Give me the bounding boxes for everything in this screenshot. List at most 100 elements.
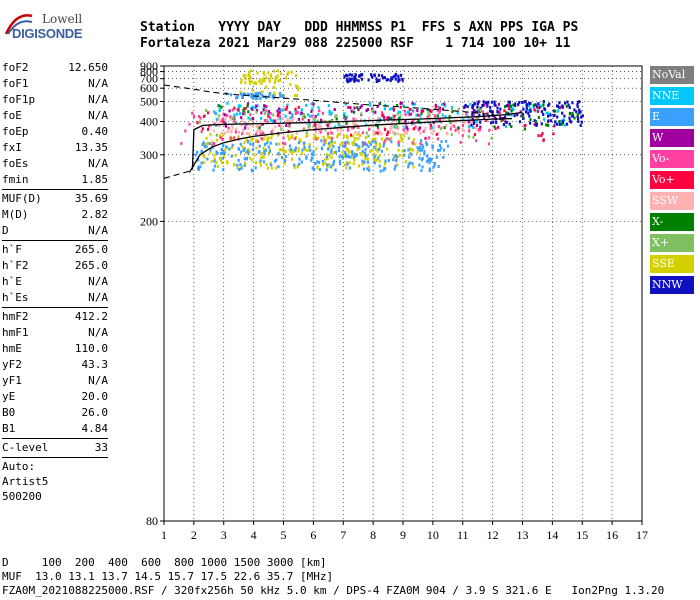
echo-point — [368, 168, 371, 172]
param-value: 0.40 — [81, 125, 109, 138]
echo-point — [450, 108, 453, 112]
legend-item-vo: Vo+ — [650, 171, 694, 189]
echo-point — [243, 107, 246, 111]
echo-point — [241, 145, 244, 149]
echo-point — [352, 121, 355, 125]
echo-point — [388, 130, 391, 134]
echo-point — [580, 115, 583, 119]
echo-point — [289, 144, 292, 148]
echo-point — [450, 133, 453, 137]
echo-point — [303, 145, 306, 149]
echo-point — [441, 113, 444, 117]
echo-point — [347, 105, 350, 109]
echo-point — [434, 105, 437, 109]
echo-point — [280, 127, 283, 131]
echo-point — [386, 133, 389, 136]
echo-point — [227, 126, 230, 130]
echo-point — [348, 161, 351, 165]
echo-point — [542, 112, 545, 116]
echo-point — [392, 107, 395, 111]
echo-point — [221, 117, 225, 121]
echo-point — [273, 91, 276, 95]
echo-point — [470, 123, 473, 127]
echo-point — [367, 117, 371, 121]
echo-point — [393, 167, 396, 171]
y-tick-label: 300 — [140, 148, 158, 162]
echo-point — [275, 166, 278, 170]
echo-point — [357, 164, 361, 168]
param-row-b0: B0 26.0 — [2, 405, 108, 421]
echo-point — [340, 155, 344, 158]
param-value: 43.3 — [81, 358, 109, 371]
echo-point — [198, 115, 201, 118]
echo-point — [510, 113, 513, 117]
param-key: hmF1 — [2, 326, 29, 339]
echo-point — [547, 119, 550, 123]
echo-point — [263, 79, 266, 83]
echo-point — [518, 100, 521, 104]
echo-point — [423, 150, 426, 153]
echo-point — [291, 157, 294, 161]
echo-point — [250, 80, 253, 84]
echo-point — [224, 148, 227, 152]
echo-point — [428, 121, 431, 125]
param-value: 33 — [94, 441, 108, 454]
echo-point — [353, 106, 356, 110]
echo-point — [565, 104, 568, 108]
echo-point — [235, 121, 238, 125]
echo-point — [333, 159, 336, 163]
echo-point — [524, 110, 528, 114]
echo-point — [486, 104, 489, 108]
echo-point — [472, 103, 475, 107]
echo-point — [305, 134, 308, 138]
param-key: foF1 — [2, 77, 29, 90]
echo-point — [356, 148, 359, 152]
echo-point — [347, 155, 350, 158]
echo-point — [406, 128, 409, 132]
param-key: h`Es — [2, 291, 29, 304]
echo-point — [303, 115, 306, 119]
echo-point — [369, 150, 372, 154]
param-value: 412.2 — [74, 310, 108, 323]
echo-point — [457, 131, 460, 135]
echo-point — [244, 77, 247, 81]
echo-point — [379, 117, 382, 121]
echo-point — [537, 102, 540, 106]
echo-point — [243, 161, 247, 165]
echo-point — [284, 149, 287, 153]
echo-point — [441, 107, 445, 111]
echo-point — [392, 130, 395, 134]
echo-point — [527, 111, 530, 115]
echo-point — [471, 113, 474, 116]
echo-point — [237, 147, 240, 151]
echo-point — [533, 119, 536, 123]
echo-point — [577, 117, 580, 121]
echo-point — [313, 123, 317, 126]
echo-point — [346, 134, 349, 138]
echo-point — [456, 111, 459, 115]
echo-point — [387, 78, 390, 82]
echo-point — [212, 142, 215, 146]
echo-point — [243, 126, 247, 130]
echo-point — [273, 69, 276, 73]
echo-point — [521, 100, 524, 104]
echo-point — [222, 133, 225, 137]
echo-point — [239, 81, 243, 84]
polarization-legend: NoVal NNE E W Vo- Vo+ SSW X- X+ SSE NNW — [650, 66, 694, 297]
echo-point — [281, 141, 284, 145]
echo-point — [375, 131, 378, 135]
echo-point — [446, 132, 449, 136]
echo-point — [328, 109, 331, 113]
echo-point — [351, 73, 354, 77]
footer-info: D 100 200 400 600 800 1000 1500 3000 [km… — [2, 556, 664, 598]
echo-point — [375, 77, 378, 81]
echo-point — [284, 114, 287, 118]
param-key: foE — [2, 109, 22, 122]
echo-point — [474, 126, 477, 130]
echo-point — [413, 127, 416, 131]
echo-point — [354, 143, 357, 147]
echo-point — [328, 145, 331, 149]
echo-point — [398, 154, 401, 158]
echo-point — [222, 155, 226, 159]
echo-point — [420, 109, 423, 113]
